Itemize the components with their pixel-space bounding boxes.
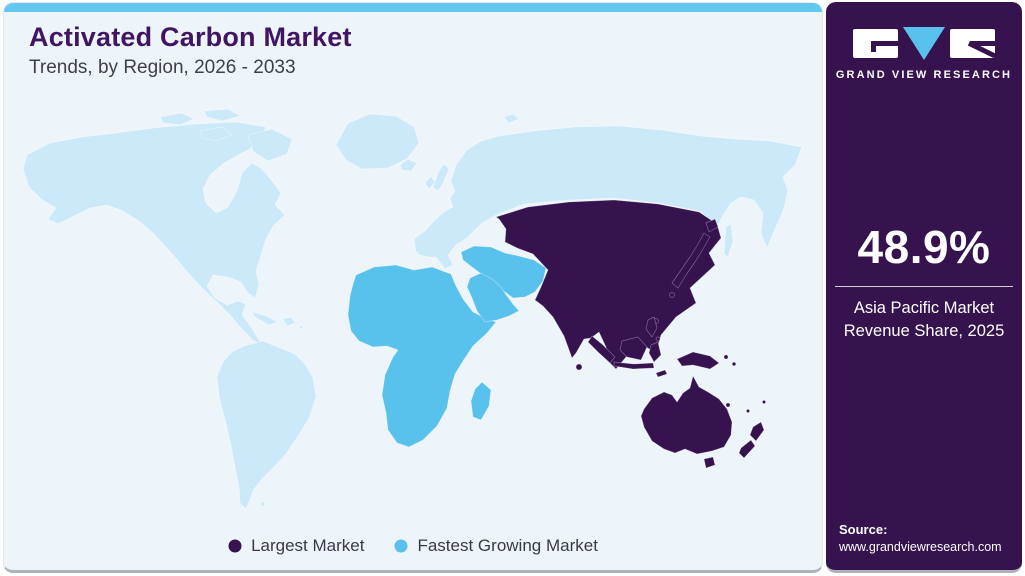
source-block: Source: www.grandviewresearch.com [839, 522, 1002, 554]
region-pacific-island [762, 400, 766, 404]
sidebar: GRAND VIEW RESEARCH 48.9% Asia Pacific M… [826, 2, 1022, 573]
legend-label-largest-market: Largest Market [251, 536, 365, 555]
region-ireland [424, 175, 436, 190]
page-subtitle: Trends, by Region, 2026 - 2033 [29, 57, 296, 79]
legend-dot-fastest-growing-market [394, 539, 408, 553]
region-north-america [22, 121, 286, 347]
logo-r-notch [970, 40, 995, 46]
region-iceland [399, 158, 418, 172]
legend-label-fastest-growing-market: Fastest Growing Market [417, 536, 598, 555]
region-south-america [216, 340, 317, 510]
region-new-zealand-south [738, 439, 756, 459]
region-greenland [335, 113, 420, 170]
legend-item-largest-market: Largest Market [228, 536, 364, 556]
region-sumatra [587, 335, 616, 364]
legend-item-fastest-growing-market: Fastest Growing Market [394, 536, 598, 556]
logo-v-triangle [903, 26, 945, 60]
stat-value: 48.9% [857, 221, 991, 273]
region-taiwan [669, 292, 675, 298]
header: Activated Carbon Market Trends, by Regio… [29, 23, 352, 79]
logo-wordmark: GRAND VIEW RESEARCH [835, 69, 1013, 81]
region-japan [671, 232, 711, 289]
top-accent-bar [4, 3, 822, 12]
regions-fastest-growing-market [347, 245, 547, 448]
logo-g-notch [871, 40, 898, 46]
region-cuba [251, 311, 278, 326]
region-philippines-south [655, 336, 661, 342]
stat-block: 48.9% Asia Pacific Market Revenue Share,… [826, 220, 1022, 343]
region-hispaniola [282, 316, 296, 327]
region-arctic-island [159, 112, 195, 126]
stat-caption: Asia Pacific Market Revenue Share, 2025 [843, 299, 1005, 340]
legend-dot-largest-market [228, 539, 242, 553]
logo-r-mark [950, 28, 995, 58]
region-new-zealand-north [749, 421, 765, 442]
logo-g-tick [871, 40, 876, 52]
logo-marks [826, 26, 1022, 60]
region-pacific-island [725, 402, 731, 408]
region-arctic-island [203, 108, 241, 122]
region-arabian-peninsula [466, 272, 520, 323]
region-united-kingdom [432, 163, 450, 192]
map-panel: Activated Carbon Market Trends, by Regio… [3, 2, 823, 573]
source-url: www.grandviewresearch.com [839, 540, 1002, 554]
region-sakhalin [723, 223, 734, 258]
region-turkey-iran [460, 245, 547, 299]
region-europe-russia [413, 125, 803, 270]
region-hokkaido [705, 218, 719, 233]
region-timor [655, 369, 668, 378]
region-madagascar [470, 381, 492, 421]
region-falkland [260, 501, 266, 507]
region-tasmania [703, 456, 716, 469]
grand-view-research-logo: GRAND VIEW RESEARCH [826, 26, 1022, 81]
regions-largest-market [495, 199, 766, 469]
logo-g-mark [853, 28, 898, 58]
region-melanesia-island [731, 361, 737, 367]
region-africa [347, 264, 497, 448]
region-baffin-island [247, 128, 293, 162]
legend: Largest Market Fastest Growing Market [4, 536, 822, 556]
region-sulawesi [648, 341, 662, 363]
region-sri-lanka [575, 363, 583, 371]
source-label: Source: [839, 522, 888, 537]
world-map [22, 108, 803, 510]
region-caribbean-island [299, 325, 303, 329]
region-borneo [619, 336, 648, 361]
region-philippines [645, 316, 658, 338]
regions-unhighlighted [22, 108, 803, 510]
region-new-guinea [676, 351, 720, 370]
region-pacific-island [746, 409, 750, 413]
region-svalbard [503, 113, 520, 124]
stat-divider [835, 286, 1013, 287]
region-melanesia-island [723, 354, 729, 360]
page-title: Activated Carbon Market [29, 22, 352, 52]
region-java [613, 361, 655, 370]
region-australia [640, 375, 733, 455]
region-arctic-island [199, 126, 233, 142]
